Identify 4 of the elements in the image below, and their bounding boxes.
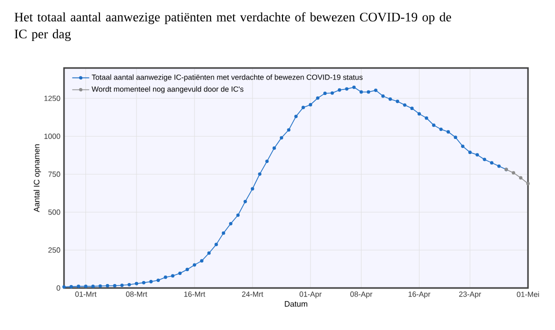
point (512, 171, 516, 175)
point (519, 176, 522, 180)
chart-title: Het totaal aantal aanwezige patiënten met verdachte of bewezen COVID-19 op de IC per dag (14, 12, 452, 42)
point (526, 182, 530, 186)
